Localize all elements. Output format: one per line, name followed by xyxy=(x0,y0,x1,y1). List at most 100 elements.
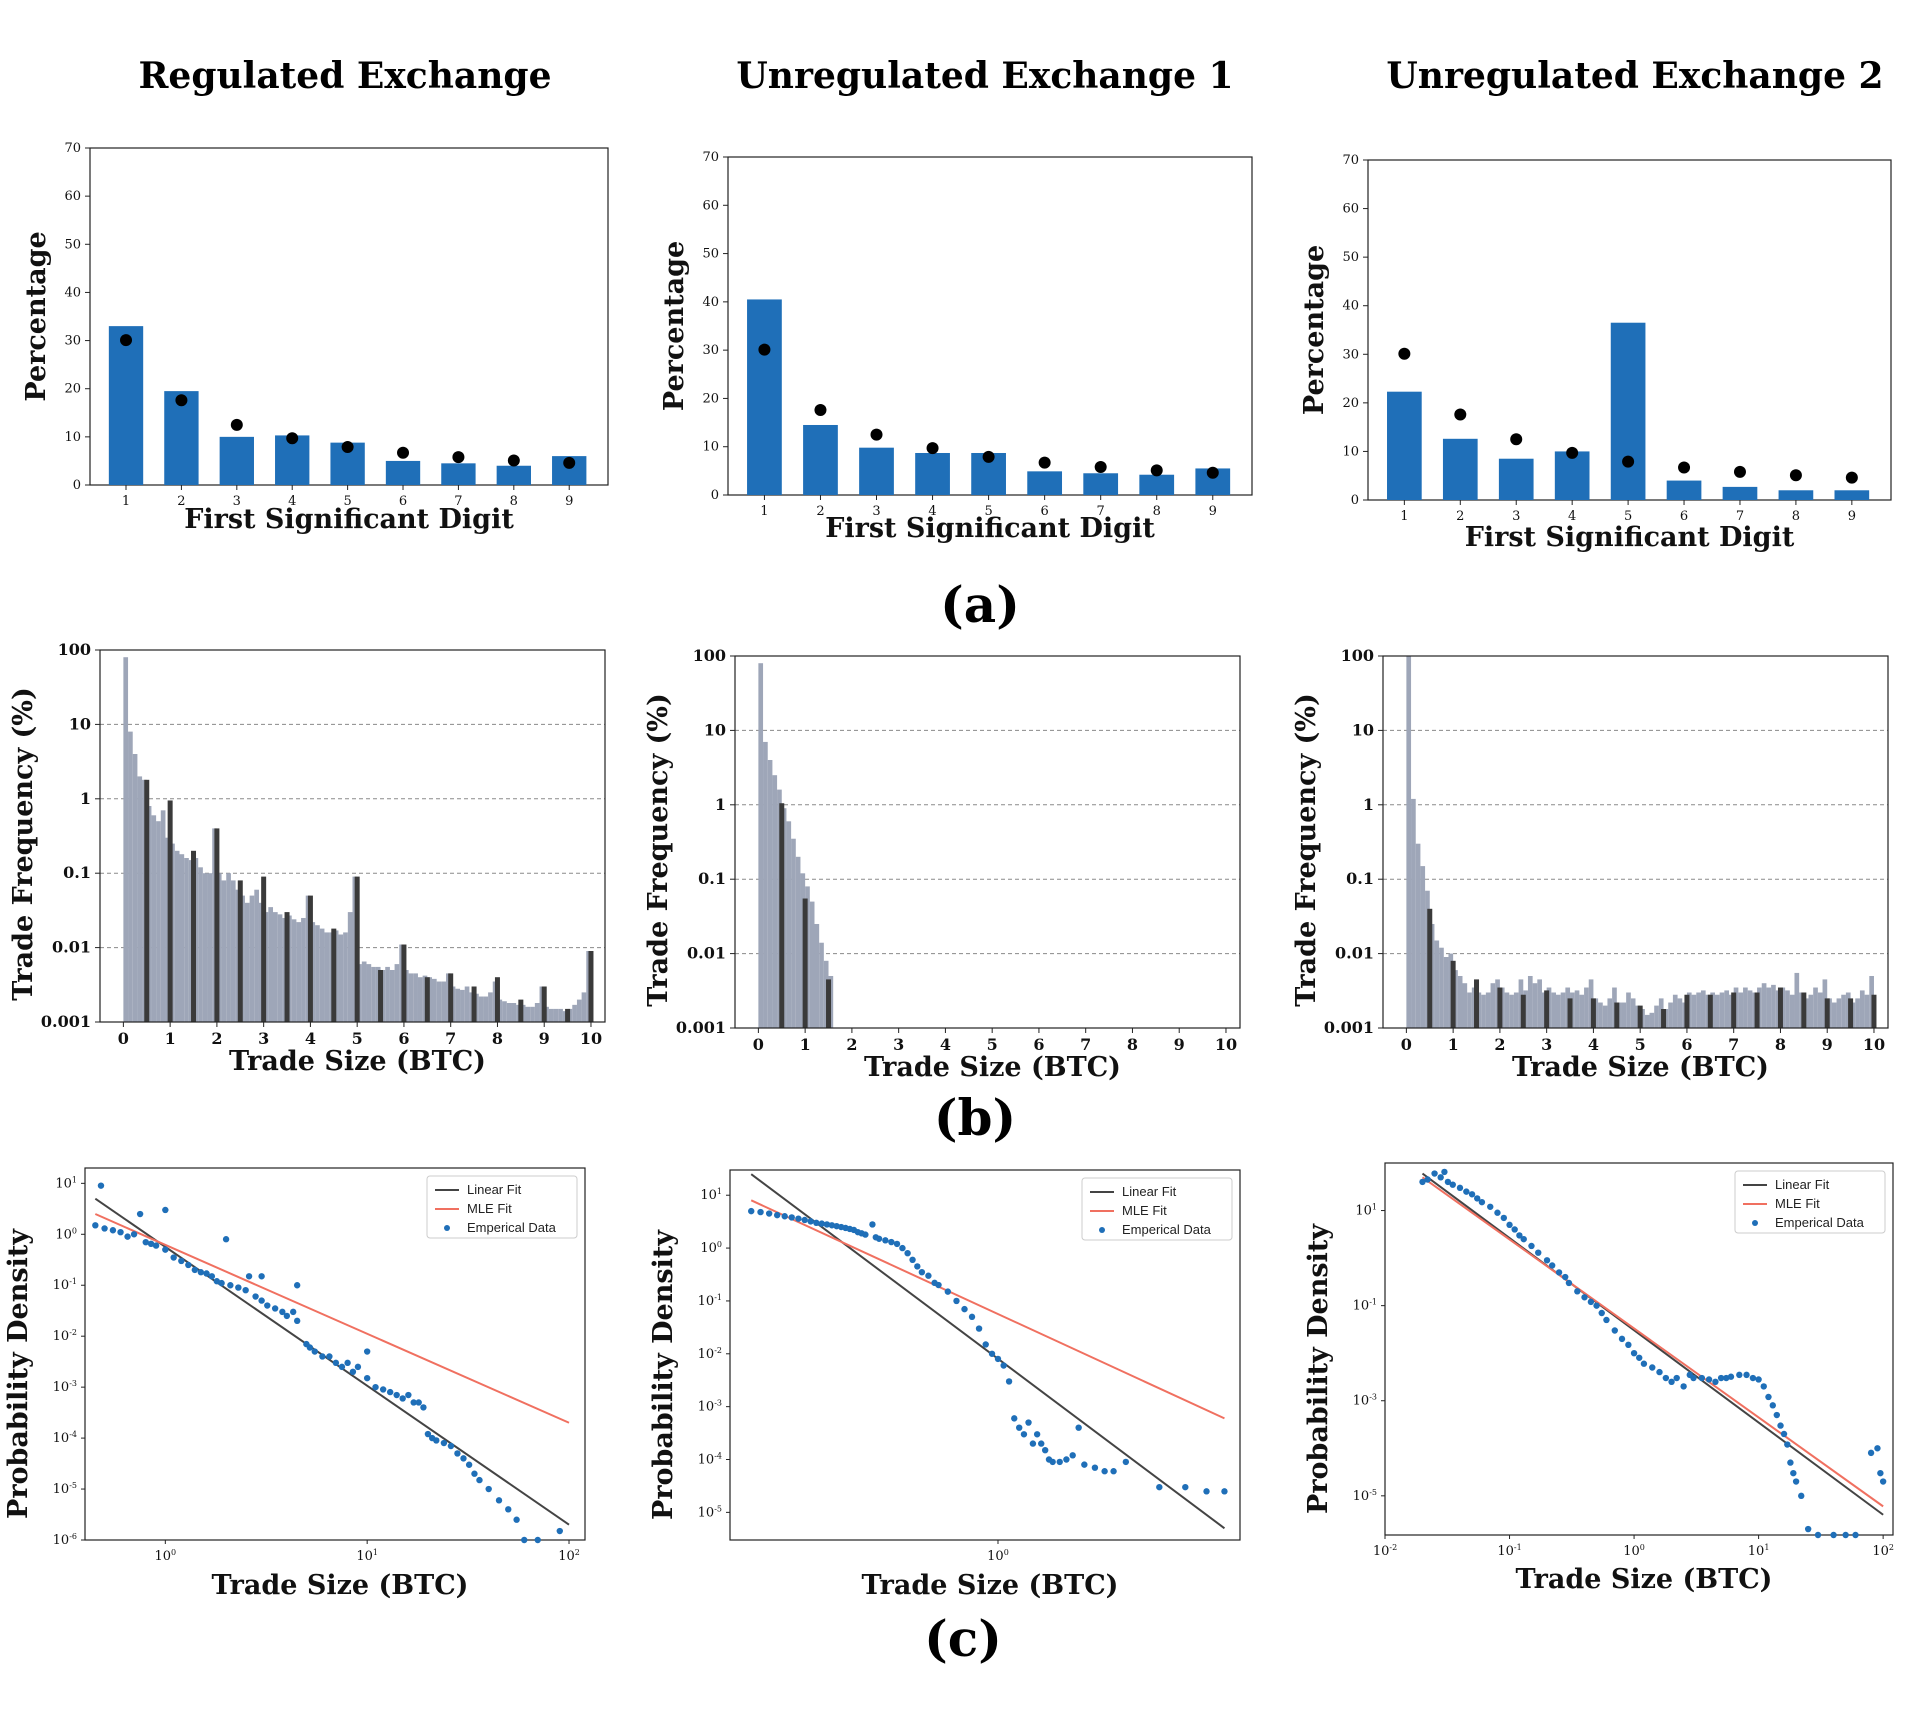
data-point xyxy=(1221,1488,1228,1495)
histogram-bar xyxy=(1556,994,1561,1028)
histogram-bar xyxy=(1504,992,1510,1028)
data-point xyxy=(1468,1191,1476,1198)
data-point xyxy=(1474,1195,1481,1202)
data-point xyxy=(420,1404,427,1411)
y-tick-label: 30 xyxy=(64,334,81,349)
histogram-bar xyxy=(1836,998,1842,1028)
histogram-bar-integer xyxy=(214,828,220,1022)
data-point xyxy=(92,1222,99,1229)
y-tick-label: 20 xyxy=(64,382,81,397)
histogram-bar xyxy=(394,964,400,1022)
histogram-bar xyxy=(1817,992,1823,1028)
histogram-bar xyxy=(1649,1012,1655,1028)
histogram-bar xyxy=(389,969,395,1022)
histogram-bar-integer xyxy=(1637,1005,1643,1028)
data-point xyxy=(1765,1393,1772,1401)
benford-point xyxy=(1789,469,1802,482)
y-tick-label: 40 xyxy=(1342,299,1359,314)
histogram-bar xyxy=(1439,947,1444,1028)
column-title-1: Regulated Exchange xyxy=(139,55,552,97)
benford-point xyxy=(1150,464,1163,477)
histogram-bar xyxy=(525,1006,531,1022)
x-tick-label: 6 xyxy=(398,1029,409,1048)
data-point xyxy=(813,1219,820,1227)
data-point xyxy=(1867,1449,1875,1457)
histogram-bar xyxy=(1785,990,1790,1028)
data-point xyxy=(344,1359,351,1367)
x-tick-label: 4 xyxy=(940,1035,951,1054)
data-point xyxy=(1487,1203,1494,1210)
data-point xyxy=(465,1461,473,1468)
histogram-bar xyxy=(1696,992,1701,1028)
histogram-bar xyxy=(1467,992,1472,1028)
histogram-bar xyxy=(132,754,138,1022)
legend-swatch xyxy=(444,1225,450,1231)
y-axis-label: Probability Density xyxy=(3,1228,34,1519)
histogram-bar xyxy=(1859,990,1865,1028)
histogram-bar xyxy=(249,895,255,1022)
x-tick-label: 3 xyxy=(258,1029,269,1048)
data-point xyxy=(1668,1378,1675,1386)
histogram-bar xyxy=(1443,957,1449,1028)
bar xyxy=(1027,471,1063,495)
y-tick-label: 0.001 xyxy=(676,1018,726,1037)
histogram-bar xyxy=(319,928,325,1022)
histogram-bar xyxy=(1490,983,1496,1028)
x-tick-label: 9 xyxy=(1174,1035,1185,1054)
histogram-bar xyxy=(1532,983,1538,1028)
data-point xyxy=(1500,1214,1508,1222)
data-point xyxy=(227,1282,234,1289)
y-tick-label: 10-4 xyxy=(698,1452,722,1468)
data-point xyxy=(1478,1198,1486,1206)
y-tick-label: 10 xyxy=(69,714,91,733)
data-point xyxy=(1528,1242,1535,1250)
histogram-bar-integer xyxy=(1427,908,1433,1028)
histogram-bar xyxy=(226,873,231,1022)
histogram-bar-integer xyxy=(284,912,290,1022)
y-tick-label: 1 xyxy=(1363,795,1374,814)
data-point xyxy=(363,1374,371,1382)
x-tick-label: 6 xyxy=(1680,509,1688,524)
histogram-bar-integer xyxy=(1474,979,1480,1028)
data-point xyxy=(1543,1257,1551,1264)
data-point xyxy=(1603,1316,1610,1324)
data-point xyxy=(415,1399,422,1406)
histogram-bar xyxy=(795,856,801,1028)
histogram-bar xyxy=(1560,992,1566,1028)
bar xyxy=(915,452,950,495)
histogram-bar xyxy=(1485,992,1491,1028)
histogram-bar xyxy=(371,966,376,1022)
y-tick-label: 70 xyxy=(702,150,719,165)
data-point xyxy=(1424,1176,1431,1183)
x-tick-label: 102 xyxy=(1872,1543,1894,1559)
data-point xyxy=(765,1210,773,1217)
y-tick-label: 10-4 xyxy=(53,1430,77,1446)
data-point xyxy=(1874,1445,1881,1452)
data-point xyxy=(961,1305,968,1313)
histogram-bar xyxy=(291,919,297,1022)
x-tick-label: 6 xyxy=(1681,1035,1692,1054)
histogram-bar xyxy=(1738,992,1744,1028)
data-point xyxy=(1091,1464,1099,1471)
data-point xyxy=(1842,1531,1849,1539)
data-point xyxy=(1431,1170,1438,1177)
benford-point xyxy=(397,446,410,459)
data-point xyxy=(1673,1374,1680,1382)
y-tick-label: 70 xyxy=(1342,153,1359,168)
data-point xyxy=(982,1341,989,1348)
histogram-bar-integer xyxy=(424,977,430,1022)
benford-point xyxy=(814,404,827,417)
y-tick-label: 40 xyxy=(702,295,719,310)
histogram-bar xyxy=(123,657,129,1022)
data-point xyxy=(440,1439,448,1447)
bar xyxy=(1083,473,1119,495)
data-point xyxy=(1618,1335,1626,1343)
data-point xyxy=(1611,1327,1618,1334)
data-point xyxy=(1690,1374,1697,1382)
histogram-bar xyxy=(1457,975,1463,1028)
data-point xyxy=(363,1348,371,1355)
legend-entry: MLE Fit xyxy=(1775,1196,1820,1211)
histogram-bar-integer xyxy=(1614,1002,1620,1028)
data-point xyxy=(117,1228,124,1236)
histogram-bar xyxy=(156,821,161,1022)
